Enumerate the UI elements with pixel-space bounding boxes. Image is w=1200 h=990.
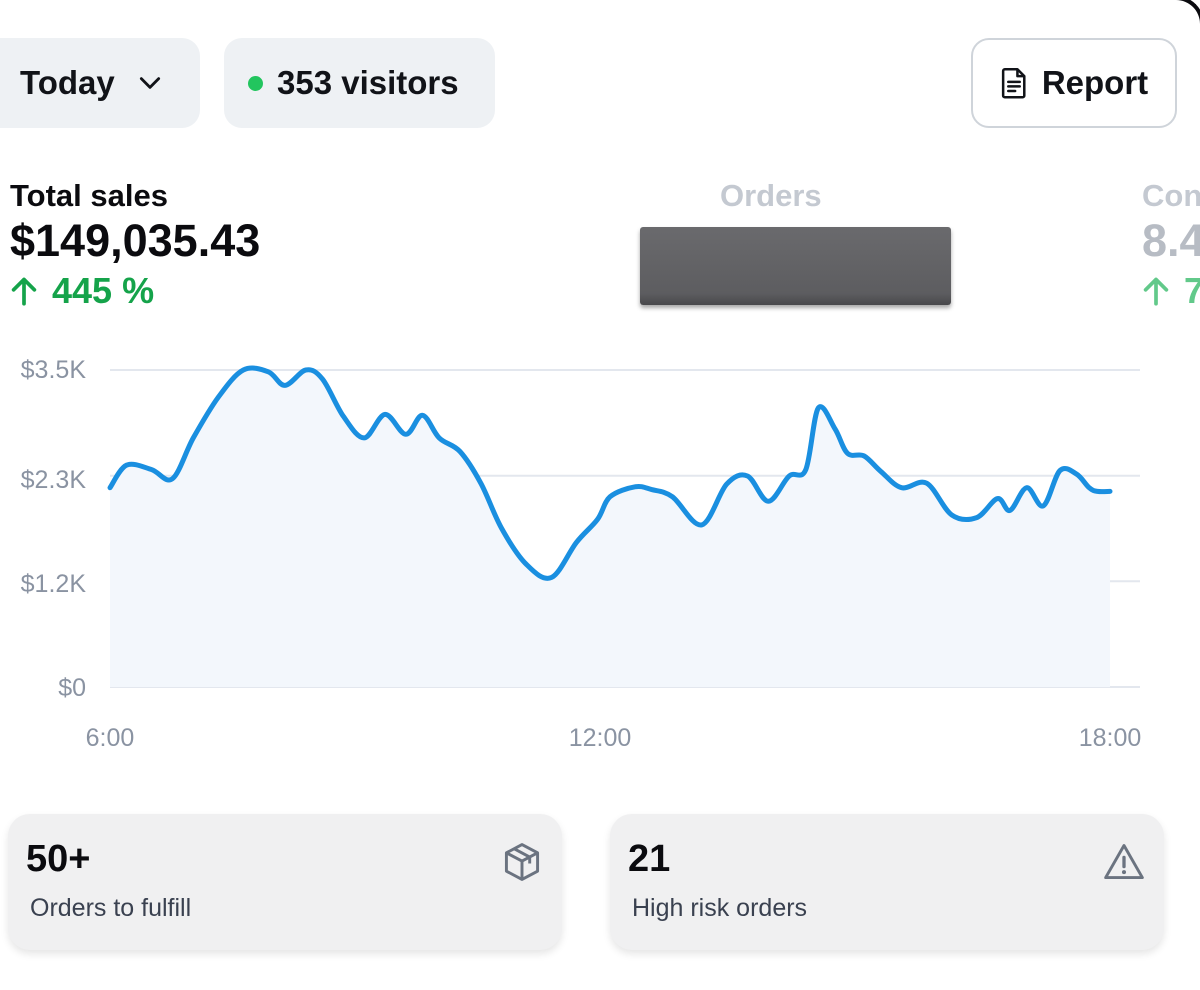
arrow-up-icon	[1143, 277, 1169, 306]
redaction-block	[640, 227, 951, 305]
conversion-change-value: 7	[1184, 270, 1200, 311]
orders-to-fulfill-card[interactable]: 50+ Orders to fulfill	[8, 814, 562, 950]
package-icon	[504, 843, 540, 881]
x-tick-label: 18:00	[1079, 724, 1142, 752]
high-risk-orders-count: 21	[628, 838, 671, 880]
sales-series-line	[107, 365, 1113, 581]
report-button[interactable]: Report	[971, 38, 1177, 128]
date-filter-label: Today	[20, 64, 115, 101]
report-label: Report	[1041, 64, 1149, 101]
sales-chart[interactable]: $3.5K $2.3K $1.2K $0 6:00 12:00 18:00	[0, 350, 1200, 770]
chevron-down-icon	[139, 77, 160, 89]
high-risk-orders-label: High risk orders	[632, 894, 808, 922]
sales-area-fill	[110, 368, 1110, 687]
conversion-change: 7	[1142, 268, 1200, 314]
high-risk-orders-card[interactable]: 21 High risk orders	[610, 814, 1164, 950]
arrow-up-icon	[11, 277, 37, 306]
conversion-value: 8.4	[1142, 215, 1200, 266]
visitors-count: 353 visitors	[277, 64, 459, 101]
conversion-label: Con	[1142, 178, 1200, 213]
y-tick-label: $1.2K	[21, 570, 87, 598]
y-tick-label: $0	[58, 674, 86, 702]
x-axis: 6:00 12:00 18:00	[86, 724, 1142, 752]
warning-icon	[1104, 844, 1144, 880]
date-filter-dropdown[interactable]: Today	[0, 38, 200, 128]
y-axis: $3.5K $2.3K $1.2K $0	[21, 356, 87, 702]
x-tick-label: 12:00	[569, 724, 632, 752]
y-tick-label: $3.5K	[21, 356, 87, 384]
orders-label: Orders	[720, 178, 822, 213]
metric-total-sales[interactable]: Total sales $149,035.43 445 %	[10, 178, 260, 314]
total-sales-change-value: 445 %	[52, 270, 155, 311]
y-tick-label: $2.3K	[21, 466, 87, 494]
metric-conversion[interactable]: Con 8.4 7	[1142, 178, 1200, 314]
total-sales-change: 445 %	[10, 268, 260, 314]
metric-orders[interactable]: Orders	[720, 178, 822, 214]
live-dot-icon	[248, 75, 263, 91]
total-sales-label: Total sales	[10, 178, 168, 213]
live-visitors-button[interactable]: 353 visitors	[224, 38, 495, 128]
orders-to-fulfill-label: Orders to fulfill	[30, 894, 192, 922]
x-tick-label: 6:00	[86, 724, 135, 752]
total-sales-value: $149,035.43	[10, 215, 261, 266]
orders-to-fulfill-count: 50+	[26, 838, 91, 880]
document-icon	[1001, 68, 1026, 99]
device-frame-corner	[1164, 0, 1200, 36]
